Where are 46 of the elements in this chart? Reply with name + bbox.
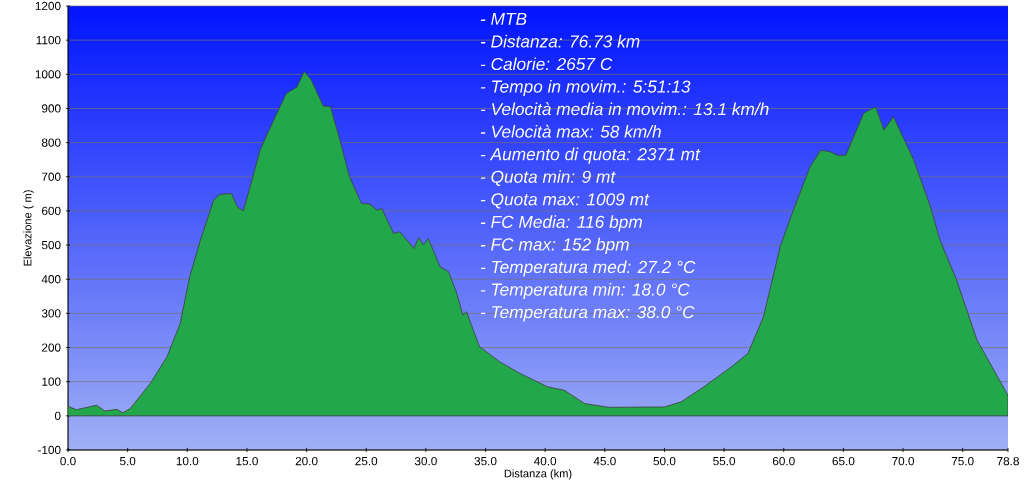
x-tick-label: 10.0 [176,456,199,466]
annotation: - Quota max: 1009 mt [480,193,650,209]
y-tick-label: -100 [38,445,61,455]
x-tick-label: 78.8 [997,456,1019,466]
y-tick-label: 1200 [35,1,61,11]
x-tick-label: 35.0 [474,456,497,466]
y-tick-label: 500 [41,240,61,250]
x-axis-title: Distanza (km) [504,469,572,480]
y-tick-label: 800 [41,138,61,147]
x-tick-label: 40.0 [533,456,557,466]
x-tick-label: 45.0 [593,456,616,466]
annotation: - MTB [480,12,527,25]
annotation: - FC Media: 116 bpm [480,215,642,232]
x-tick-label: 50.0 [653,456,676,466]
y-tick-label: 600 [42,206,61,216]
y-tick-label: 0 [54,411,61,420]
x-tick-label: 75.0 [951,456,974,466]
annotation: - Velocità media in movim.: 13.1 km/h [480,102,769,116]
x-tick-label: 20.0 [295,456,318,466]
annotation: - Quota min: 9 mt [480,170,616,186]
y-tick-label: 200 [42,343,61,352]
annotation: - Temperatura min: 18.0 °C [480,282,690,300]
annotation: - Aumento di quota: 2371 mt [480,147,701,164]
x-tick-label: 70.0 [892,456,915,466]
annotation: - Tempo in movim.: 5:51:13 [480,79,691,97]
annotation: - FC max: 152 bpm [480,237,629,254]
annotation: - Velocità max: 58 km/h [480,124,661,138]
x-tick-label: 55.0 [713,456,736,466]
y-axis-title: Elevazione ( m) [23,190,34,266]
x-tick-label: 15.0 [236,456,258,466]
y-tick-label: 1100 [36,36,61,45]
x-tick-label: 5.0 [119,456,136,466]
x-tick-label: 25.0 [355,456,378,466]
annotation: - Temperatura med: 27.2 °C [480,260,696,277]
y-tick-label: 900 [41,104,61,113]
annotation: - Calorie: 2657 C [480,57,613,71]
x-tick-label: 60.0 [772,456,795,466]
y-tick-label: 300 [41,309,61,318]
y-tick-label: 1000 [35,70,61,79]
y-tick-label: 700 [42,172,61,181]
x-tick-label: 65.0 [832,456,855,466]
annotation: - Distanza: 76.73 km [480,34,640,48]
y-tick-label: 100 [42,377,61,386]
y-tick-label: 400 [41,275,61,284]
x-tick-label: 0.0 [60,456,76,466]
x-tick-label: 30.0 [414,456,437,466]
